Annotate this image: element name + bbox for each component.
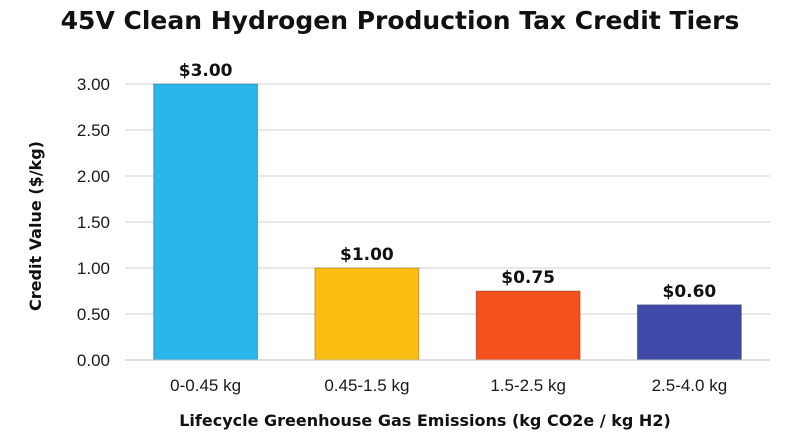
chart-title: 45V Clean Hydrogen Production Tax Credit… [60, 6, 740, 35]
y-tick-label: 2.00 [77, 167, 110, 186]
bars [153, 83, 742, 361]
y-tick-label: 1.00 [77, 259, 110, 278]
x-axis-ticks: 0-0.45 kg 0.45-1.5 kg 1.5-2.5 kg 2.5-4.0 kg [170, 376, 727, 395]
y-tick-label: 3.00 [77, 75, 110, 94]
y-axis-ticks: 0.00 0.50 1.00 1.50 2.00 2.50 3.00 [77, 75, 110, 370]
data-label: $0.75 [501, 268, 555, 288]
x-tick-label: 0.45-1.5 kg [324, 376, 409, 395]
x-tick-label: 1.5-2.5 kg [490, 376, 566, 395]
y-tick-label: 0.00 [77, 351, 110, 370]
bar [475, 290, 581, 361]
x-tick-label: 0-0.45 kg [170, 376, 241, 395]
y-tick-label: 2.50 [77, 121, 110, 140]
bar [314, 267, 420, 361]
data-label: $1.00 [340, 245, 394, 265]
data-label: $0.60 [662, 282, 716, 302]
bar [153, 83, 259, 361]
data-label: $3.00 [179, 61, 233, 81]
y-tick-label: 0.50 [77, 305, 110, 324]
y-axis-title: Credit Value ($/kg) [26, 141, 45, 311]
x-axis-title: Lifecycle Greenhouse Gas Emissions (kg C… [179, 411, 671, 430]
bar [636, 304, 742, 361]
y-tick-label: 1.50 [77, 213, 110, 232]
x-tick-label: 2.5-4.0 kg [652, 376, 728, 395]
data-labels: $3.00 $1.00 $0.75 $0.60 [179, 61, 717, 302]
